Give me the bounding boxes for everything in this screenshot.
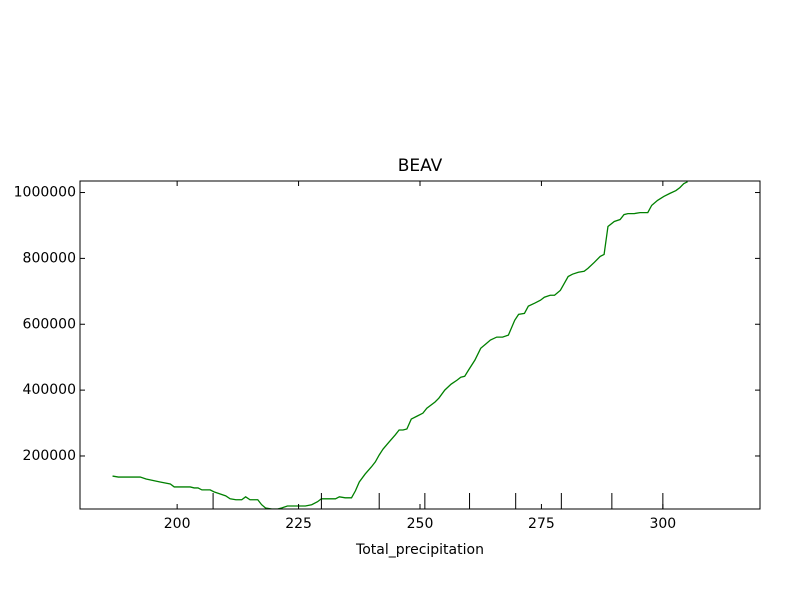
x-axis-label: Total_precipitation: [355, 542, 484, 558]
x-tick-label: 250: [407, 516, 434, 532]
x-tick-label: 300: [649, 516, 676, 532]
y-tick-label: 600000: [23, 316, 76, 332]
x-tick-label: 225: [285, 516, 312, 532]
axes-frame: [79, 180, 761, 510]
line: [112, 181, 688, 509]
y-tick-label: 200000: [23, 448, 76, 464]
x-tick-label: 200: [164, 516, 191, 532]
x-tick-label: 275: [528, 516, 555, 532]
y-tick-label: 1000000: [14, 185, 76, 201]
chart-title: BEAV: [398, 156, 443, 176]
y-tick-label: 800000: [23, 250, 76, 266]
y-tick-label: 400000: [23, 382, 76, 398]
